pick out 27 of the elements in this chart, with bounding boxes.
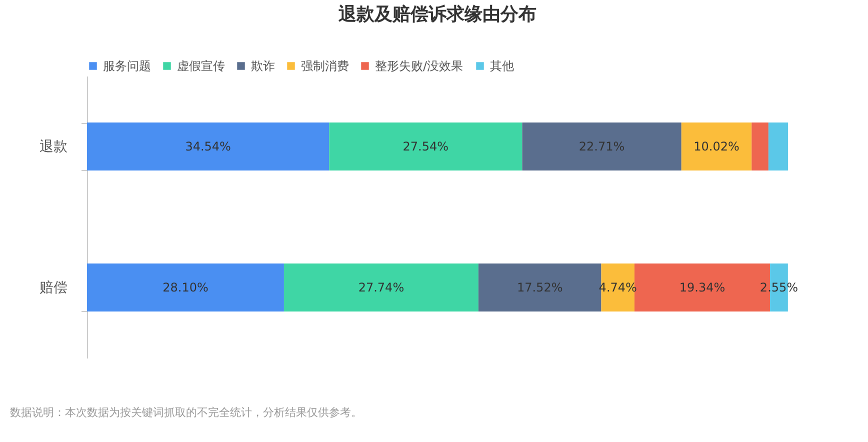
bar <box>522 122 682 170</box>
data-label: 27.74% <box>358 280 404 294</box>
data-label: 27.54% <box>402 140 449 154</box>
legend-label: 服务问题 <box>103 59 151 73</box>
bar <box>87 122 330 170</box>
data-label: 34.54% <box>185 140 231 154</box>
y-tick-label: 赔偿 <box>40 280 68 296</box>
text: 数据说明：本次数据为按关键词抓取的不完全统计，分析结果仅供参考。 <box>10 405 362 421</box>
bar <box>329 122 522 170</box>
legend-label: 强制消费 <box>301 59 349 73</box>
legend-label: 虚假宣传 <box>177 59 225 73</box>
legend-label: 欺诈 <box>251 59 275 73</box>
data-label: 28.10% <box>162 280 208 294</box>
bar <box>768 122 788 170</box>
bar <box>752 122 768 170</box>
data-label: 10.02% <box>694 140 740 154</box>
data-label: 17.52% <box>516 280 563 294</box>
bar <box>284 264 478 312</box>
legend-label: 整形失败/没效果 <box>375 59 464 73</box>
data-label: 19.34% <box>679 280 726 294</box>
bar <box>681 122 752 170</box>
chart-title: 退款及赔偿诉求缘由分布 <box>338 4 536 25</box>
y-tick-label: 退款 <box>40 139 68 155</box>
bar <box>87 264 284 312</box>
data-label: 2.55% <box>760 280 798 294</box>
data-label: 22.71% <box>578 140 625 154</box>
legend-label: 其他 <box>490 59 514 73</box>
